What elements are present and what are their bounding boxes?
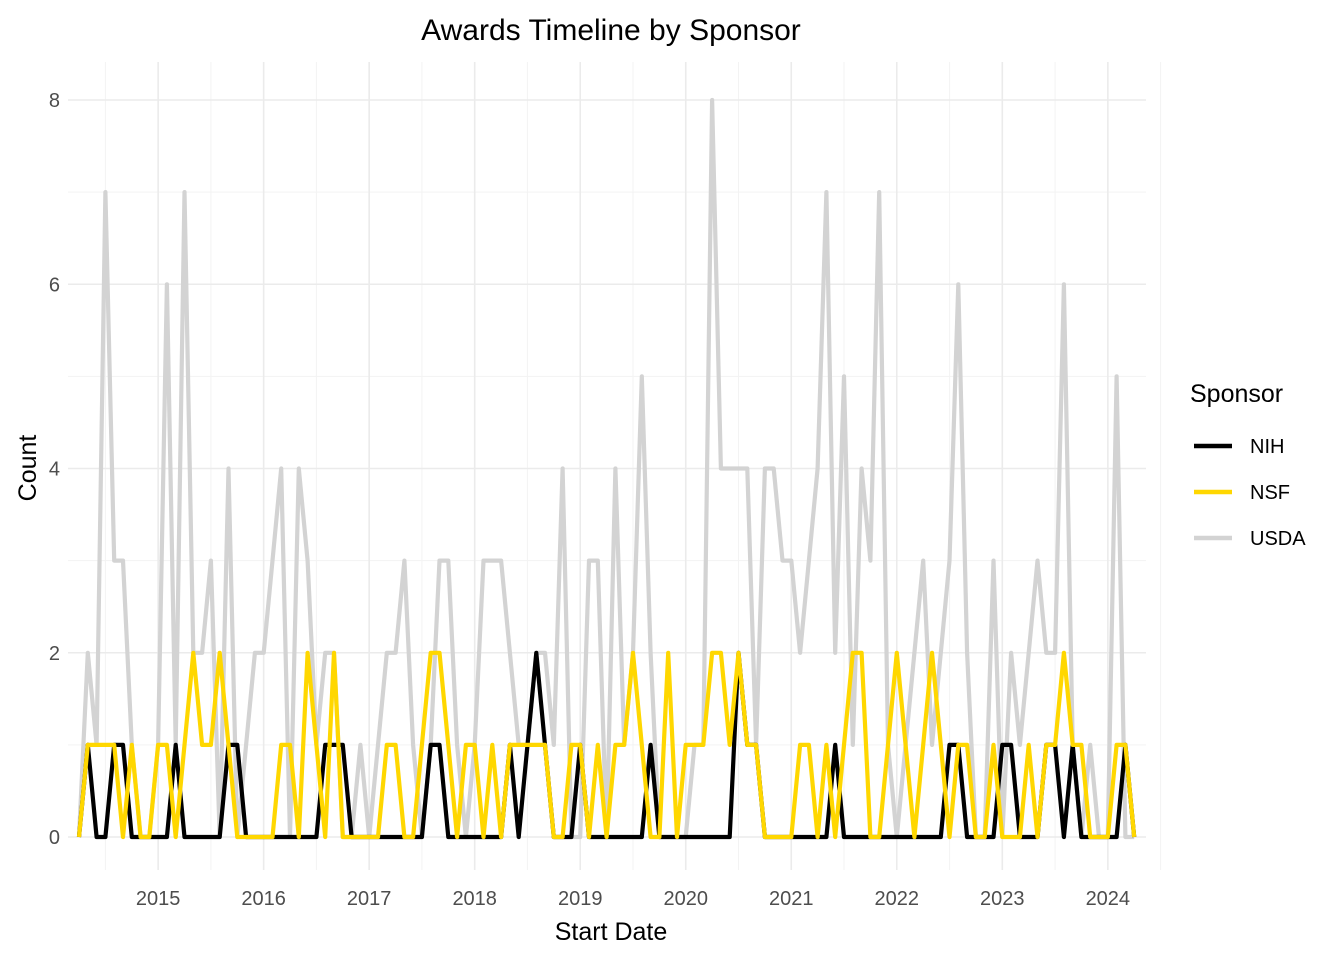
series-layer [76, 97, 1137, 840]
x-tick-label: 2022 [875, 888, 920, 910]
y-tick-label: 0 [49, 827, 60, 849]
legend: Sponsor NIH NSF USDA [1190, 380, 1306, 550]
legend-title: Sponsor [1190, 380, 1283, 408]
x-tick-label: 2019 [558, 888, 603, 910]
x-tick-label: 2023 [980, 888, 1025, 910]
x-tick-label: 2018 [452, 888, 497, 910]
x-tick-label: 2021 [769, 888, 814, 910]
series-line-nsf [76, 650, 1137, 840]
y-axis-ticks: 0 2 4 6 8 [49, 90, 60, 849]
chart-title: Awards Timeline by Sponsor [421, 14, 801, 47]
x-tick-label: 2015 [136, 888, 181, 910]
legend-label-usda: USDA [1250, 528, 1306, 550]
x-axis-title: Start Date [555, 918, 668, 946]
y-tick-label: 6 [49, 274, 60, 296]
x-tick-label: 2017 [347, 888, 392, 910]
legend-label-nih: NIH [1250, 436, 1284, 458]
x-axis-ticks: 2015 2016 2017 2018 2019 2020 2021 2022 2023 2024 [136, 888, 1130, 910]
legend-items: NIH NSF USDA [1194, 436, 1306, 550]
legend-label-nsf: NSF [1250, 482, 1290, 504]
y-tick-label: 4 [49, 459, 60, 481]
y-tick-label: 8 [49, 90, 60, 112]
y-tick-label: 2 [49, 643, 60, 665]
y-axis-title: Count [14, 435, 42, 502]
x-tick-label: 2020 [663, 888, 708, 910]
x-tick-label: 2024 [1086, 888, 1131, 910]
major-gridlines [68, 62, 1146, 870]
x-tick-label: 2016 [241, 888, 286, 910]
